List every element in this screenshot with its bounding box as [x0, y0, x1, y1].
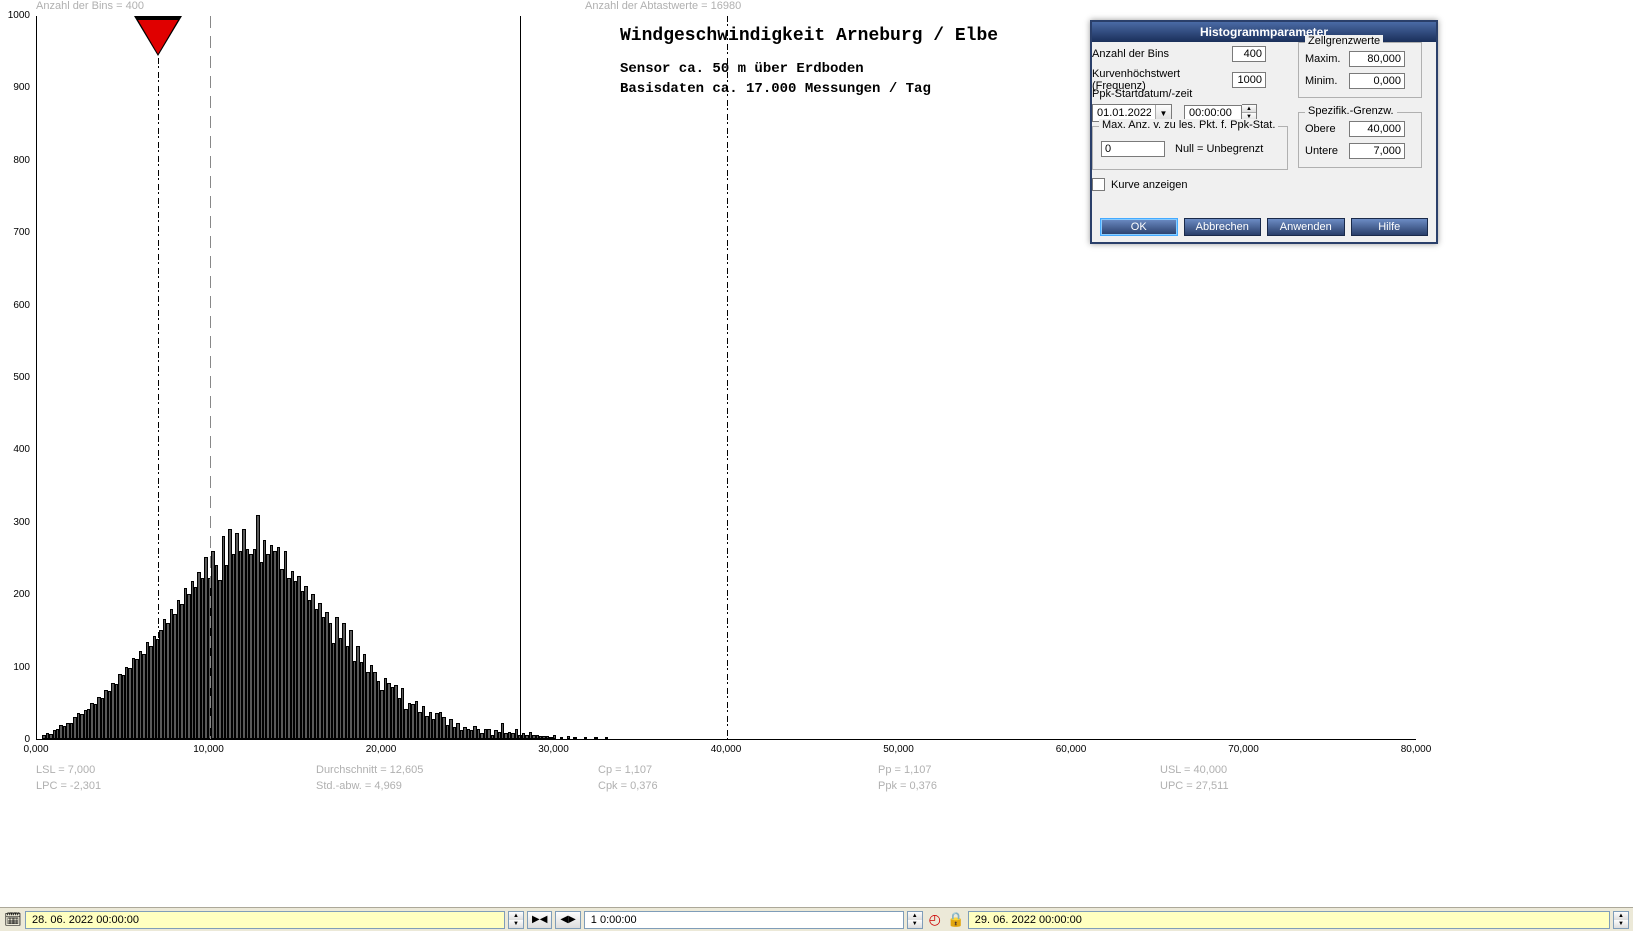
y-tick-label: 200 — [13, 589, 30, 600]
end-spinner[interactable]: ▲▼ — [1613, 911, 1629, 929]
x-tick-label: 30,000 — [538, 744, 569, 755]
bins-label: Anzahl der Bins — [1092, 48, 1232, 60]
show-curve-checkbox[interactable] — [1092, 178, 1105, 191]
cellbounds-legend: Zellgrenzwerte — [1305, 35, 1383, 47]
chart-title: Windgeschwindigkeit Arneburg / Elbe — [620, 26, 998, 46]
nav-prev-button[interactable]: ▶◀ — [527, 911, 552, 929]
maxpts-label: Max. Anz. v. zu les. Pkt. f. Ppk-Stat. — [1099, 119, 1278, 131]
bins-input[interactable] — [1232, 46, 1266, 62]
maxpts-input[interactable] — [1101, 141, 1165, 157]
histogram-bar — [560, 737, 563, 739]
x-tick-label: 0,000 — [23, 744, 48, 755]
duration-field[interactable]: 1 0:00:00 — [584, 911, 904, 929]
y-tick-label: 1000 — [8, 10, 30, 21]
reference-line — [727, 16, 728, 739]
ppk-date-label: Ppk-Startdatum/-zeit — [1092, 88, 1192, 100]
stat-std: Std.-abw. = 4,969 — [316, 780, 402, 792]
ok-button[interactable]: OK — [1100, 218, 1178, 236]
ppk-time-input[interactable] — [1185, 106, 1241, 120]
histogram-bar — [573, 737, 576, 739]
y-tick-label: 500 — [13, 372, 30, 383]
histogram-bar — [567, 736, 570, 739]
x-tick-label: 20,000 — [366, 744, 397, 755]
x-tick-label: 50,000 — [883, 744, 914, 755]
show-curve-label: Kurve anzeigen — [1111, 179, 1187, 191]
stat-ppk: Ppk = 0,376 — [878, 780, 937, 792]
bins-count-label: Anzahl der Bins = 400 — [36, 0, 144, 12]
stat-lsl: LSL = 7,000 — [36, 764, 95, 776]
lower-input[interactable] — [1349, 143, 1405, 159]
stat-avg: Durchschnitt = 12,605 — [316, 764, 423, 776]
y-tick-label: 300 — [13, 517, 30, 528]
help-button[interactable]: Hilfe — [1351, 218, 1429, 236]
samples-count-label: Anzahl der Abtastwerte = 16980 — [585, 0, 741, 12]
stat-upc: UPC = 27,511 — [1160, 780, 1229, 792]
spinner-up-icon[interactable]: ▲ — [1242, 105, 1256, 113]
upper-label: Obere — [1305, 123, 1349, 135]
stat-lpc: LPC = -2,301 — [36, 780, 101, 792]
duration-spinner[interactable]: ▲▼ — [907, 911, 923, 929]
stat-usl: USL = 40,000 — [1160, 764, 1227, 776]
reference-line — [210, 16, 211, 739]
chart-subtitle-1: Sensor ca. 50 m über Erdboden — [620, 60, 998, 80]
lower-label: Untere — [1305, 145, 1349, 157]
max-input[interactable] — [1349, 51, 1405, 67]
y-tick-label: 100 — [13, 662, 30, 673]
x-tick-label: 40,000 — [711, 744, 742, 755]
speclimits-legend: Spezifik.-Grenzw. — [1305, 105, 1397, 117]
upper-input[interactable] — [1349, 121, 1405, 137]
lock-icon[interactable]: 🔒 — [947, 911, 965, 929]
x-tick-label: 60,000 — [1056, 744, 1087, 755]
y-tick-label: 400 — [13, 444, 30, 455]
min-label: Minim. — [1305, 75, 1349, 87]
x-tick-label: 10,000 — [193, 744, 224, 755]
y-tick-label: 800 — [13, 155, 30, 166]
stat-cp: Cp = 1,107 — [598, 764, 652, 776]
end-datetime-field[interactable]: 29. 06. 2022 00:00:00 — [968, 911, 1610, 929]
histogram-bar — [594, 737, 597, 739]
histogram-bar — [605, 737, 608, 739]
y-tick-label: 700 — [13, 227, 30, 238]
cancel-button[interactable]: Abbrechen — [1184, 218, 1262, 236]
maxpts-note: Null = Unbegrenzt — [1175, 143, 1263, 155]
histogram-bar — [584, 737, 587, 739]
reference-line — [158, 16, 159, 739]
nav-next-button[interactable]: ◀▶ — [555, 911, 580, 929]
y-axis: 01002003004005006007008009001000 — [0, 16, 34, 740]
freq-input[interactable] — [1232, 72, 1266, 88]
chart-annotation: Windgeschwindigkeit Arneburg / Elbe Sens… — [620, 26, 998, 99]
x-tick-label: 80,000 — [1401, 744, 1432, 755]
chart-subtitle-2: Basisdaten ca. 17.000 Messungen / Tag — [620, 80, 998, 100]
start-spinner[interactable]: ▲▼ — [508, 911, 524, 929]
histogram-params-dialog: Histogrammparameter Anzahl der Bins Kurv… — [1090, 20, 1438, 244]
stat-pp: Pp = 1,107 — [878, 764, 932, 776]
x-tick-label: 70,000 — [1228, 744, 1259, 755]
stat-cpk: Cpk = 0,376 — [598, 780, 658, 792]
y-tick-label: 600 — [13, 300, 30, 311]
ppk-date-input[interactable] — [1093, 106, 1155, 120]
min-input[interactable] — [1349, 73, 1405, 89]
dialog-title[interactable]: Histogrammparameter — [1092, 22, 1436, 42]
clock-icon[interactable]: ◴ — [926, 911, 944, 929]
reference-line — [520, 16, 521, 739]
time-range-toolbar: 🗓 28. 06. 2022 00:00:00 ▲▼ ▶◀ ◀▶ 1 0:00:… — [0, 907, 1633, 931]
start-datetime-field[interactable]: 28. 06. 2022 00:00:00 — [25, 911, 505, 929]
lsl-marker-icon — [138, 20, 178, 54]
apply-button[interactable]: Anwenden — [1267, 218, 1345, 236]
x-axis: 0,00010,00020,00030,00040,00050,00060,00… — [36, 744, 1436, 758]
y-tick-label: 900 — [13, 82, 30, 93]
top-info-bar: Anzahl der Bins = 400 Anzahl der Abtastw… — [0, 0, 1633, 16]
max-label: Maxim. — [1305, 53, 1349, 65]
histogram-bar — [553, 735, 556, 739]
calendar-icon[interactable]: 🗓 — [4, 911, 22, 929]
